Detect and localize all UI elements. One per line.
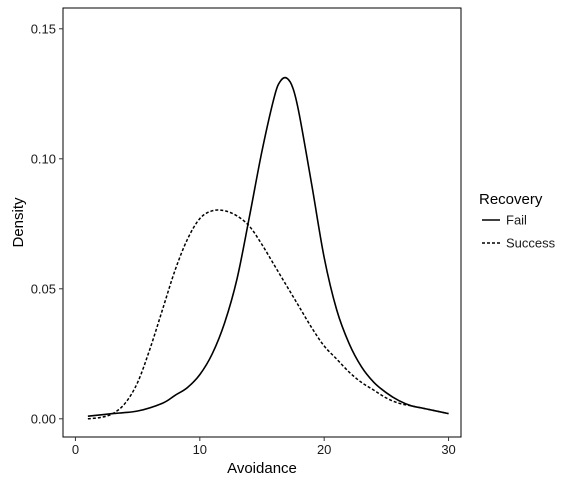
x-axis: 0 10 20 30 [72, 437, 456, 457]
series-group [87, 76, 449, 420]
y-tick-label: 0.15 [31, 21, 56, 36]
legend: Recovery Fail Success [479, 191, 556, 251]
plot-panel [62, 7, 462, 438]
x-tick-label: 30 [441, 442, 455, 457]
y-tick-label: 0.10 [31, 151, 56, 166]
x-tick-label: 20 [317, 442, 331, 457]
x-tick-label: 0 [72, 442, 79, 457]
x-tick-label: 10 [193, 442, 207, 457]
y-tick-label: 0.05 [31, 281, 56, 296]
series-line-success [87, 209, 449, 420]
y-axis-title: Density [10, 197, 27, 248]
y-axis: 0.00 0.05 0.10 0.15 [31, 21, 63, 426]
legend-label-fail: Fail [506, 213, 527, 228]
legend-items: Fail Success [482, 213, 556, 251]
y-tick-label: 0.00 [31, 411, 56, 426]
series-line-fail [87, 76, 449, 417]
legend-label-success: Success [506, 236, 556, 251]
x-axis-title: Avoidance [227, 460, 297, 477]
legend-title: Recovery [479, 191, 543, 208]
